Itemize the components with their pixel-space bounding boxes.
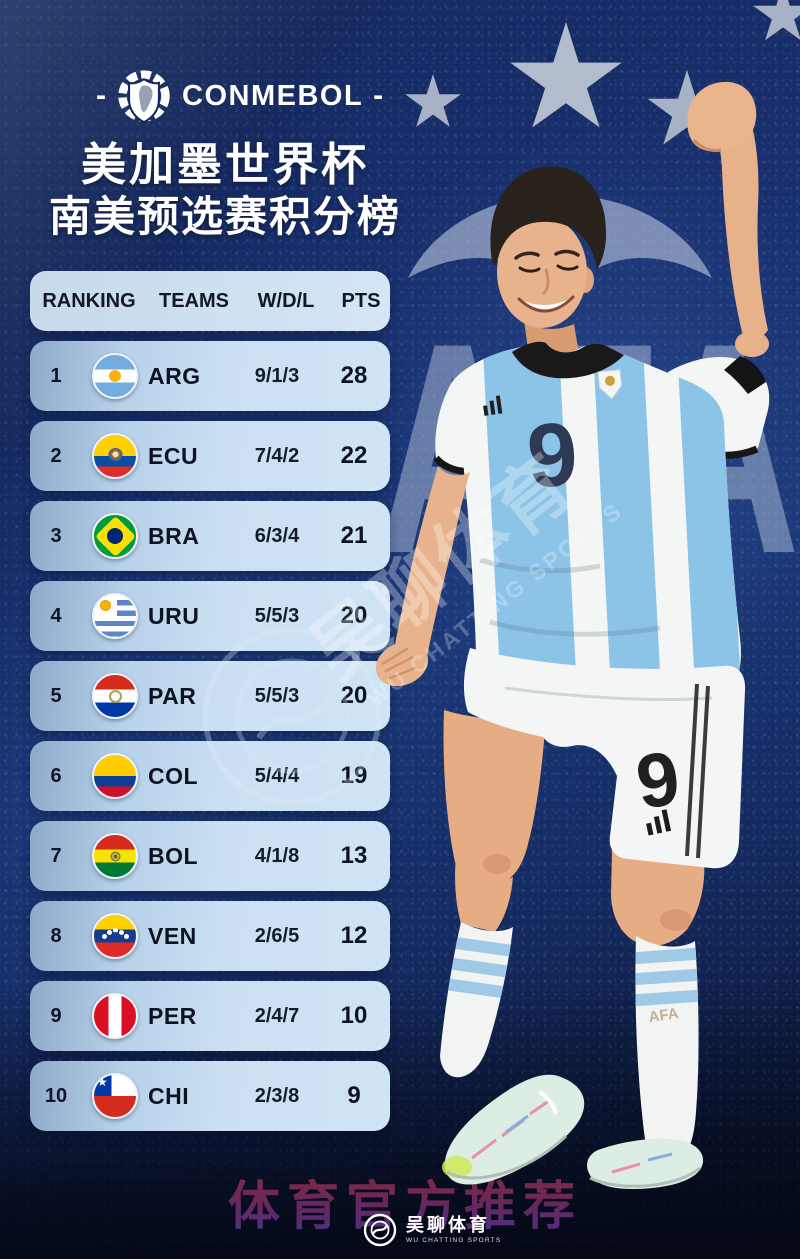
team-cell: PER <box>148 1002 197 1029</box>
table-row: 4 URU 5/5/3 20 <box>30 581 390 651</box>
wdl-cell: 2/4/7 <box>254 1004 300 1027</box>
wdl-cell: 7/4/2 <box>254 444 300 467</box>
table-row: 1 ARG 9/1/3 28 <box>30 341 390 411</box>
watermark-en-text: WU CHATTING SPORTS <box>362 496 628 713</box>
rank-cell: 2 <box>50 444 62 467</box>
rank-cell: 1 <box>50 364 62 387</box>
pts-cell: 21 <box>340 522 368 549</box>
colombia-flag-icon <box>92 753 138 799</box>
wdl-cell: 9/1/3 <box>254 364 300 387</box>
team-cell: CHI <box>148 1082 190 1109</box>
table-row: 2 ECU 7/4/2 22 <box>30 421 390 491</box>
col-wdl: W/D/L <box>257 289 315 312</box>
footer-brand: 吴聊体育 WU CHATTING SPORTS <box>362 1212 501 1248</box>
promo-text: 体育官方推荐 <box>228 1164 582 1239</box>
brand-dash: - <box>373 79 384 112</box>
rank-cell: 10 <box>44 1084 68 1107</box>
standings-table: RANKING TEAMS W/D/L PTS 1 ARG 9/1/3 28 2… <box>30 271 390 1131</box>
pts-cell: 10 <box>340 1002 368 1029</box>
bolivia-flag-icon <box>92 833 138 879</box>
ecuador-flag-icon <box>92 433 138 479</box>
title-line1: 美加墨世界杯 <box>80 139 369 190</box>
jersey-number: 9 <box>524 404 581 507</box>
team-cell: ARG <box>148 362 201 389</box>
team-cell: ECU <box>148 442 199 469</box>
pts-cell: 20 <box>340 682 368 709</box>
star-icon <box>510 22 622 128</box>
pts-cell: 22 <box>340 442 368 469</box>
col-ranking: RANKING <box>42 289 136 312</box>
team-cell: PAR <box>148 682 197 709</box>
table-header: RANKING TEAMS W/D/L PTS <box>30 271 390 331</box>
col-pts: PTS <box>341 289 381 312</box>
star-icon <box>405 74 461 127</box>
brand-dash: - <box>96 79 106 112</box>
table-row: 8 VEN 2/6/5 12 <box>30 901 390 971</box>
argentina-flag-icon <box>92 353 138 399</box>
afa-letters: AFA <box>376 280 800 590</box>
conmebol-logo-icon <box>118 70 170 124</box>
wdl-cell: 2/6/5 <box>254 924 300 947</box>
star-icon <box>753 0 800 41</box>
footer-brand-cn: 吴聊体育 <box>406 1214 490 1235</box>
pts-cell: 12 <box>340 922 368 949</box>
brand-row: - CONMEBOL - <box>96 64 383 128</box>
chile-flag-icon <box>92 1073 138 1119</box>
wdl-cell: 6/3/4 <box>254 524 300 547</box>
table-row: 3 BRA 6/3/4 21 <box>30 501 390 571</box>
wdl-cell: 4/1/8 <box>254 844 300 867</box>
team-cell: BOL <box>148 842 199 869</box>
pts-cell: 19 <box>340 762 368 789</box>
table-row: 10 CHI 2/3/8 9 <box>30 1061 390 1131</box>
afa-crest-watermark: AFA <box>376 195 800 590</box>
table-row: 5 PAR 5/5/3 20 <box>30 661 390 731</box>
rank-cell: 9 <box>50 1004 62 1027</box>
rank-cell: 3 <box>50 524 62 547</box>
brand-name: CONMEBOL <box>182 79 364 112</box>
peru-flag-icon <box>92 993 138 1039</box>
pts-cell: 28 <box>340 362 368 389</box>
star-icon <box>647 70 727 145</box>
venezuela-flag-icon <box>92 913 138 959</box>
paraguay-flag-icon <box>92 673 138 719</box>
table-row: 7 BOL 4/1/8 13 <box>30 821 390 891</box>
brazil-flag-icon <box>92 513 138 559</box>
pts-cell: 20 <box>340 602 368 629</box>
wdl-cell: 5/4/4 <box>254 764 300 787</box>
pts-cell: 9 <box>347 1082 361 1109</box>
rank-cell: 5 <box>50 684 62 707</box>
rank-cell: 8 <box>50 924 62 947</box>
title-line2: 南美预选赛积分榜 <box>48 193 401 241</box>
table-row: 9 PER 2/4/7 10 <box>30 981 390 1051</box>
team-cell: URU <box>148 602 200 629</box>
rank-cell: 4 <box>50 604 62 627</box>
team-cell: BRA <box>148 522 200 549</box>
table-row: 6 COL 5/4/4 19 <box>30 741 390 811</box>
wu-chatting-sports-logo-icon <box>363 1213 397 1247</box>
pts-cell: 13 <box>340 842 368 869</box>
rank-cell: 7 <box>50 844 62 867</box>
uruguay-flag-icon <box>92 593 138 639</box>
footer-brand-en: WU CHATTING SPORTS <box>406 1237 502 1245</box>
team-cell: COL <box>148 762 199 789</box>
wdl-cell: 5/5/3 <box>254 604 300 627</box>
rank-cell: 6 <box>50 764 62 787</box>
shorts-number: 9 <box>631 735 685 825</box>
wdl-cell: 5/5/3 <box>254 684 300 707</box>
sock-label: AFA <box>648 1005 680 1026</box>
wdl-cell: 2/3/8 <box>254 1084 300 1107</box>
col-teams: TEAMS <box>159 289 229 312</box>
page-title: 美加墨世界杯 南美预选赛积分榜 <box>18 138 432 244</box>
team-cell: VEN <box>148 922 197 949</box>
